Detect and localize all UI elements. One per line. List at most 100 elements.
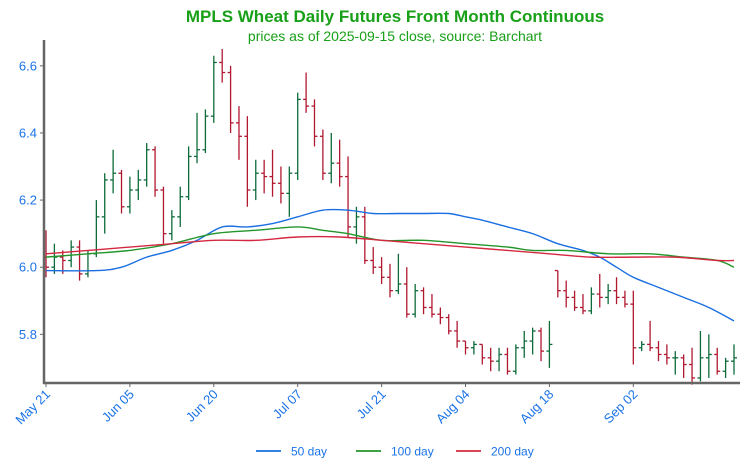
ohlc-bar — [101, 173, 108, 234]
ohlc-bar — [538, 327, 545, 362]
ohlc-bar — [194, 112, 201, 164]
chart-title: MPLS Wheat Daily Futures Front Month Con… — [185, 7, 605, 26]
ohlc-bar — [428, 294, 435, 318]
ohlc-bar — [663, 344, 670, 365]
ohlc-bar — [227, 65, 234, 133]
ohlc-bar — [244, 116, 251, 207]
ohlc-bar — [689, 347, 696, 385]
ohlc-bar — [210, 55, 217, 123]
ohlc-bar — [571, 290, 578, 311]
ohlc-bar — [269, 149, 276, 197]
axes: 5.8 6.0 6.2 6.4 6.6 May 21 Jun 05 Jun 20 Jul 07 J… — [12, 40, 740, 427]
ohlc-bar — [420, 287, 427, 315]
ohlc-bars — [43, 49, 737, 385]
ohlc-bar — [722, 357, 729, 378]
ohlc-bar — [261, 159, 268, 194]
ohlc-bar — [152, 146, 159, 197]
ohlc-bar — [378, 257, 385, 284]
ohlc-bar — [59, 250, 66, 274]
ohlc-bar — [521, 330, 528, 358]
ohlc-bar — [672, 351, 679, 375]
ma-line-100-day — [45, 226, 735, 268]
y-tick-label: 6.2 — [19, 193, 37, 208]
ohlc-bar — [160, 186, 167, 244]
x-tick-label: Jun 05 — [99, 387, 137, 425]
x-tick-label: Sep 02 — [601, 387, 641, 427]
y-tick-label: 5.8 — [19, 327, 37, 342]
legend-item: 100 day — [356, 445, 434, 459]
ohlc-bar — [177, 186, 184, 227]
ohlc-bar — [479, 343, 486, 365]
ohlc-bar — [655, 341, 662, 362]
ohlc-bar — [252, 159, 259, 201]
ohlc-bar — [605, 283, 612, 305]
ohlc-bar — [714, 347, 721, 375]
ohlc-bar — [563, 280, 570, 308]
ohlc-bar — [277, 166, 284, 204]
ohlc-bar — [319, 129, 326, 180]
ohlc-bar — [336, 139, 343, 187]
ohlc-bar — [454, 320, 461, 348]
legend-label: 100 day — [391, 445, 434, 459]
ohlc-bar — [126, 176, 133, 214]
ohlc-bar — [487, 347, 494, 372]
x-tick-label: Aug 04 — [433, 387, 473, 427]
ohlc-bar — [731, 344, 737, 375]
ohlc-bar — [445, 314, 452, 335]
ohlc-bar — [462, 340, 469, 355]
ohlc-bar — [143, 143, 150, 187]
legend: 50 day 100 day 200 day — [256, 445, 534, 459]
x-tick-label: Aug 18 — [517, 387, 557, 427]
ohlc-bar — [504, 347, 511, 375]
legend-label: 50 day — [291, 445, 327, 459]
ohlc-bar — [554, 269, 561, 298]
ma-line-50-day — [45, 208, 735, 322]
legend-item: 50 day — [256, 445, 327, 459]
ohlc-bar — [387, 263, 393, 298]
ohlc-bar — [68, 240, 75, 268]
ohlc-bar — [647, 320, 654, 352]
ohlc-bar — [328, 132, 335, 184]
ohlc-bar — [630, 290, 637, 365]
ohlc-bar — [110, 149, 117, 194]
ohlc-bar — [202, 109, 209, 154]
ohlc-bar — [512, 344, 519, 375]
ohlc-bar — [76, 240, 83, 281]
x-tick-label: May 21 — [12, 387, 53, 428]
ohlc-bar — [546, 320, 553, 368]
x-tick-label: Jul 07 — [270, 387, 305, 422]
ohlc-bar — [496, 347, 503, 372]
ohlc-bar — [579, 294, 586, 315]
ohlc-bar — [286, 166, 293, 217]
ohlc-bar — [303, 72, 310, 113]
ohlc-bar — [168, 210, 175, 241]
x-tick-label: Jul 21 — [354, 387, 389, 422]
y-tick-label: 6.6 — [19, 58, 37, 73]
ohlc-bar — [345, 156, 352, 237]
ohlc-bar — [219, 49, 226, 83]
ohlc-bar — [395, 253, 402, 295]
ohlc-bar — [93, 200, 100, 258]
ohlc-bar — [588, 287, 595, 315]
ma-line-200-day — [45, 235, 735, 262]
moving-average-lines — [45, 208, 735, 322]
ohlc-bar — [118, 169, 125, 214]
y-tick-label: 6.4 — [19, 125, 37, 140]
ohlc-bar — [370, 247, 377, 274]
ohlc-bar — [697, 330, 704, 382]
ohlc-bar — [235, 106, 242, 160]
ohlc-bar — [680, 354, 687, 378]
ohlc-bar — [596, 273, 603, 308]
ohlc-bar — [135, 169, 142, 201]
chart-subtitle: prices as of 2025-09-15 close, source: B… — [247, 28, 543, 44]
ohlc-bar — [621, 290, 628, 308]
ohlc-bar — [361, 206, 368, 264]
legend-label: 200 day — [491, 445, 534, 459]
ohlc-bar — [412, 283, 419, 318]
ohlc-bar — [51, 243, 58, 274]
ohlc-bar — [529, 327, 536, 355]
ohlc-bar — [638, 341, 645, 352]
ohlc-bar — [437, 307, 444, 325]
ohlc-bar — [185, 146, 192, 201]
